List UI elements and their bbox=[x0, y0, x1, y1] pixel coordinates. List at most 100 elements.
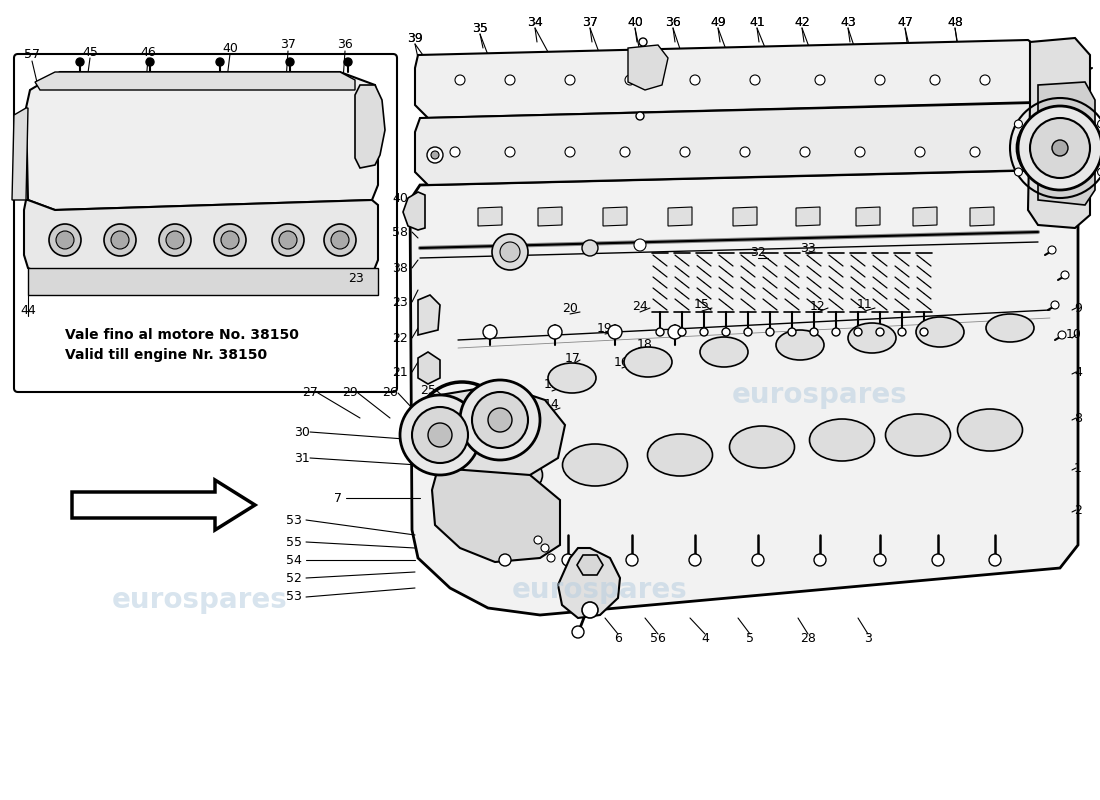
Text: 3: 3 bbox=[865, 631, 872, 645]
Circle shape bbox=[915, 147, 925, 157]
Text: 41: 41 bbox=[749, 15, 764, 29]
Ellipse shape bbox=[848, 323, 896, 353]
Polygon shape bbox=[432, 468, 560, 562]
Text: 36: 36 bbox=[666, 15, 681, 29]
Circle shape bbox=[1030, 118, 1090, 178]
Text: 35: 35 bbox=[472, 22, 488, 34]
Circle shape bbox=[450, 147, 460, 157]
Circle shape bbox=[500, 242, 520, 262]
Circle shape bbox=[1098, 168, 1100, 176]
Circle shape bbox=[700, 328, 708, 336]
Circle shape bbox=[626, 554, 638, 566]
Text: 41: 41 bbox=[749, 15, 764, 29]
Polygon shape bbox=[28, 268, 378, 295]
Circle shape bbox=[565, 75, 575, 85]
Text: 49: 49 bbox=[711, 15, 726, 29]
Text: Valid till engine Nr. 38150: Valid till engine Nr. 38150 bbox=[65, 348, 267, 362]
Text: 40: 40 bbox=[222, 42, 238, 54]
Polygon shape bbox=[603, 207, 627, 226]
Circle shape bbox=[932, 554, 944, 566]
Circle shape bbox=[876, 328, 884, 336]
Text: 48: 48 bbox=[947, 15, 962, 29]
Circle shape bbox=[744, 328, 752, 336]
Circle shape bbox=[562, 554, 574, 566]
Circle shape bbox=[166, 231, 184, 249]
Text: 8: 8 bbox=[1074, 411, 1082, 425]
Text: 22: 22 bbox=[393, 331, 408, 345]
Polygon shape bbox=[668, 207, 692, 226]
Circle shape bbox=[548, 325, 562, 339]
Circle shape bbox=[815, 75, 825, 85]
Circle shape bbox=[608, 325, 622, 339]
Circle shape bbox=[634, 239, 646, 251]
Ellipse shape bbox=[562, 444, 627, 486]
Circle shape bbox=[1062, 271, 1069, 279]
Polygon shape bbox=[410, 170, 1078, 615]
Text: 28: 28 bbox=[800, 631, 816, 645]
Text: 58: 58 bbox=[392, 226, 408, 238]
Circle shape bbox=[989, 554, 1001, 566]
Circle shape bbox=[1014, 120, 1022, 128]
Text: 25: 25 bbox=[420, 383, 436, 397]
Circle shape bbox=[766, 328, 774, 336]
Circle shape bbox=[483, 325, 497, 339]
Circle shape bbox=[636, 112, 644, 120]
Circle shape bbox=[216, 58, 224, 66]
Circle shape bbox=[855, 147, 865, 157]
Circle shape bbox=[541, 544, 549, 552]
Polygon shape bbox=[970, 207, 994, 226]
Text: 5: 5 bbox=[746, 631, 754, 645]
Text: 15: 15 bbox=[694, 298, 710, 311]
Circle shape bbox=[412, 407, 468, 463]
Text: 1: 1 bbox=[1074, 462, 1082, 474]
Circle shape bbox=[1014, 168, 1022, 176]
Circle shape bbox=[572, 626, 584, 638]
Circle shape bbox=[678, 328, 686, 336]
Circle shape bbox=[752, 554, 764, 566]
Text: 55: 55 bbox=[286, 535, 302, 549]
Circle shape bbox=[160, 224, 191, 256]
Text: 57: 57 bbox=[24, 49, 40, 62]
Polygon shape bbox=[418, 385, 565, 480]
Circle shape bbox=[505, 75, 515, 85]
Polygon shape bbox=[355, 85, 385, 168]
Circle shape bbox=[680, 147, 690, 157]
Circle shape bbox=[920, 328, 928, 336]
Text: 21: 21 bbox=[393, 366, 408, 378]
Text: 34: 34 bbox=[527, 15, 543, 29]
Text: 11: 11 bbox=[857, 298, 873, 311]
Circle shape bbox=[324, 224, 356, 256]
Circle shape bbox=[1058, 331, 1066, 339]
Circle shape bbox=[930, 75, 940, 85]
Text: 39: 39 bbox=[407, 31, 422, 45]
Text: 4: 4 bbox=[701, 631, 708, 645]
Circle shape bbox=[689, 554, 701, 566]
Text: 16: 16 bbox=[614, 355, 630, 369]
Circle shape bbox=[898, 328, 906, 336]
Text: 9: 9 bbox=[1074, 302, 1082, 314]
Ellipse shape bbox=[548, 363, 596, 393]
Text: 35: 35 bbox=[472, 22, 488, 34]
Polygon shape bbox=[1038, 82, 1094, 205]
FancyBboxPatch shape bbox=[14, 54, 397, 392]
Circle shape bbox=[874, 75, 886, 85]
Circle shape bbox=[1018, 106, 1100, 190]
Text: 33: 33 bbox=[800, 242, 816, 254]
Polygon shape bbox=[24, 200, 378, 280]
Text: 47: 47 bbox=[898, 15, 913, 29]
Circle shape bbox=[639, 38, 647, 46]
Polygon shape bbox=[628, 45, 668, 90]
Circle shape bbox=[1048, 246, 1056, 254]
Polygon shape bbox=[913, 207, 937, 226]
Circle shape bbox=[722, 328, 730, 336]
Ellipse shape bbox=[810, 419, 875, 461]
Circle shape bbox=[431, 151, 439, 159]
Circle shape bbox=[460, 380, 540, 460]
Text: 38: 38 bbox=[392, 262, 408, 274]
Circle shape bbox=[344, 58, 352, 66]
Text: 46: 46 bbox=[140, 46, 156, 58]
Circle shape bbox=[76, 58, 84, 66]
Circle shape bbox=[740, 147, 750, 157]
Text: 19: 19 bbox=[597, 322, 613, 334]
Circle shape bbox=[331, 231, 349, 249]
